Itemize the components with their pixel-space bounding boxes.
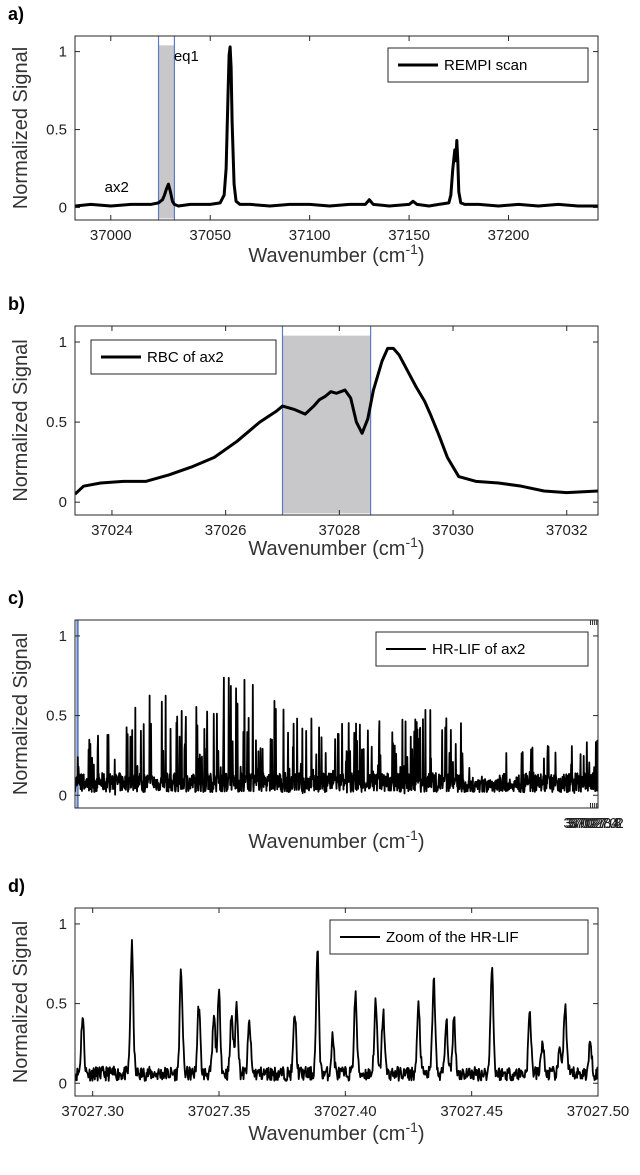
panel-label: b) [8, 294, 25, 314]
x-tick-label: 37027.50 [567, 1103, 630, 1120]
x-tick-label: 37032 [546, 522, 588, 539]
x-tick-label: 37027.35 [188, 1103, 251, 1120]
y-tick-label: 0.5 [46, 996, 67, 1013]
x-axis-label-superscript: -1 [405, 534, 418, 550]
panel-a: a) 37000 37050 37100 37150 37200 0 0.5 1 Wavenumb… [8, 4, 599, 267]
panel-d: d) 37027.30 37027.35 37027.40 37027.45 37027.… [8, 876, 629, 1145]
x-axis-label: Wavenumber (cm-1) [248, 827, 424, 853]
y-tick-label: 1 [59, 916, 67, 933]
x-tick-label: 37028.2 [570, 815, 624, 832]
x-tick-label: 37150 [388, 227, 430, 244]
y-axis-label: Normalized Signal [10, 339, 32, 501]
legend-label: HR-LIF of ax2 [432, 641, 525, 658]
x-tick-label: 37027.45 [440, 1103, 503, 1120]
x-axis-label-superscript: -1 [405, 1119, 418, 1135]
y-tick-label: 0 [59, 494, 67, 511]
x-axis-label-main: Wavenumber (cm [248, 831, 405, 853]
plot-frame [74, 619, 599, 809]
x-tick-label: 37024 [91, 522, 133, 539]
plot-frame [74, 907, 599, 1097]
plot-frame [74, 325, 599, 516]
y-axis-label: Normalized Signal [10, 633, 32, 795]
annotation-eq1: eq1 [174, 48, 199, 65]
x-axis-label-main: Wavenumber (cm [248, 1123, 405, 1145]
x-axis-label: Wavenumber (cm-1) [248, 1119, 424, 1145]
x-tick-label: 37027.30 [61, 1103, 124, 1120]
x-axis-label: Wavenumber (cm-1) [248, 534, 424, 560]
x-axis-label-tail: ) [418, 1123, 425, 1145]
legend: HR-LIF of ax2 [375, 631, 589, 667]
x-axis-label-tail: ) [418, 538, 425, 560]
legend: Zoom of the HR-LIF [329, 919, 589, 955]
x-tick-label: 37027.4 [565, 815, 619, 832]
x-axis-label-main: Wavenumber (cm [248, 245, 405, 267]
x-tick-label: 37026 [205, 522, 247, 539]
data-line [75, 676, 598, 796]
y-tick-label: 1 [59, 628, 67, 645]
legend-label: Zoom of the HR-LIF [386, 929, 519, 946]
panel-label: d) [8, 876, 25, 896]
x-tick-label: 37027.0 [563, 815, 617, 832]
panel-b: b) 37024 37026 37028 37030 37032 0 0.5 1 Wavenumb… [8, 294, 599, 560]
x-tick-label: 37030 [432, 522, 474, 539]
x-axis-label-main: Wavenumber (cm [248, 538, 405, 560]
legend-label: REMPI scan [444, 57, 527, 74]
y-axis-label: Normalized Signal [10, 47, 32, 209]
y-tick-label: 0 [59, 1075, 67, 1092]
annotation-ax2: ax2 [105, 179, 129, 196]
x-tick-label: 37050 [189, 227, 231, 244]
x-tick-label: 37100 [289, 227, 331, 244]
y-tick-label: 1 [59, 44, 67, 61]
x-axis-label-tail: ) [418, 831, 425, 853]
legend: REMPI scan [387, 47, 589, 83]
y-tick-label: 0 [59, 787, 67, 804]
x-axis-label-superscript: -1 [405, 241, 418, 257]
data-line [75, 939, 598, 1082]
x-tick-label: 37000 [90, 227, 132, 244]
x-tick-label: 37027.8 [568, 815, 622, 832]
x-tick-label: 37028 [318, 522, 360, 539]
x-axis-label-tail: ) [418, 245, 425, 267]
plot-frame [74, 35, 599, 221]
y-tick-label: 0.5 [46, 708, 67, 725]
legend: RBC of ax2 [90, 339, 277, 375]
highlight-region [282, 335, 371, 514]
x-tick-label: 37027.40 [314, 1103, 377, 1120]
y-tick-label: 0.5 [46, 414, 67, 431]
legend-label: RBC of ax2 [147, 349, 224, 366]
y-tick-label: 0.5 [46, 122, 67, 139]
panel-label: c) [8, 588, 24, 608]
data-line [75, 346, 598, 496]
panel-label: a) [8, 4, 24, 24]
y-tick-label: 1 [59, 334, 67, 351]
y-axis-label: Normalized Signal [10, 921, 32, 1083]
highlight-region [158, 45, 175, 219]
x-tick-label: 37200 [488, 227, 530, 244]
data-line [75, 45, 598, 208]
x-axis-label: Wavenumber (cm-1) [248, 241, 424, 267]
x-axis-label-superscript: -1 [405, 827, 418, 843]
y-tick-label: 0 [59, 200, 67, 217]
